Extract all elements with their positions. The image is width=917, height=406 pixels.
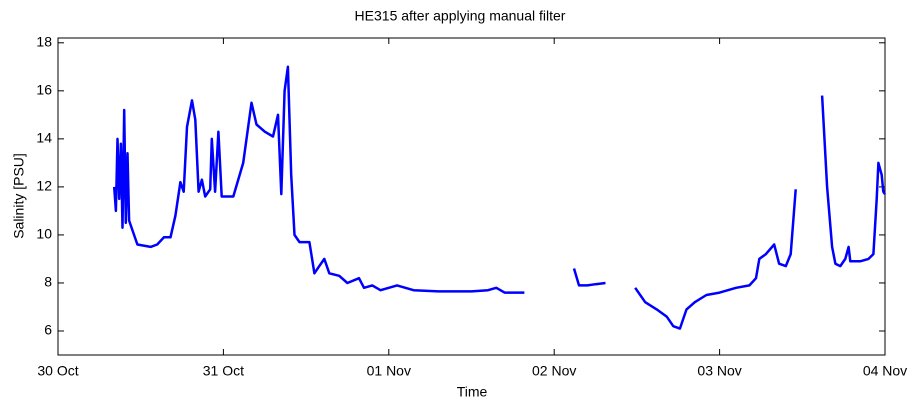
x-tick-label: 04 Nov: [863, 363, 907, 379]
x-tick-label: 31 Oct: [203, 363, 244, 379]
y-tick-label: 6: [44, 322, 52, 338]
x-tick-label: 03 Nov: [697, 363, 741, 379]
chart-title: HE315 after applying manual filter: [355, 8, 566, 24]
data-line: [112, 65, 887, 330]
y-tick-label: 12: [36, 178, 52, 194]
y-tick-label: 10: [36, 226, 52, 242]
y-tick-label: 18: [36, 34, 52, 50]
y-axis-label: Salinity [PSU]: [11, 153, 27, 239]
y-tick-label: 14: [36, 130, 52, 146]
x-tick-label: 30 Oct: [37, 363, 78, 379]
plot-frame: [57, 37, 886, 356]
x-tick-label: 01 Nov: [367, 363, 411, 379]
y-tick-label: 16: [36, 82, 52, 98]
y-tick-label: 8: [44, 274, 52, 290]
x-tick-label: 02 Nov: [532, 363, 576, 379]
x-axis-label: Time: [457, 384, 488, 400]
